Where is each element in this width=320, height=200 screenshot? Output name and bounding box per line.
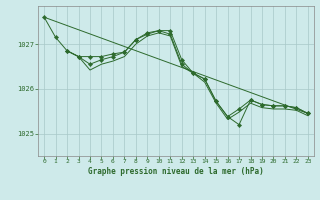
X-axis label: Graphe pression niveau de la mer (hPa): Graphe pression niveau de la mer (hPa) [88, 167, 264, 176]
